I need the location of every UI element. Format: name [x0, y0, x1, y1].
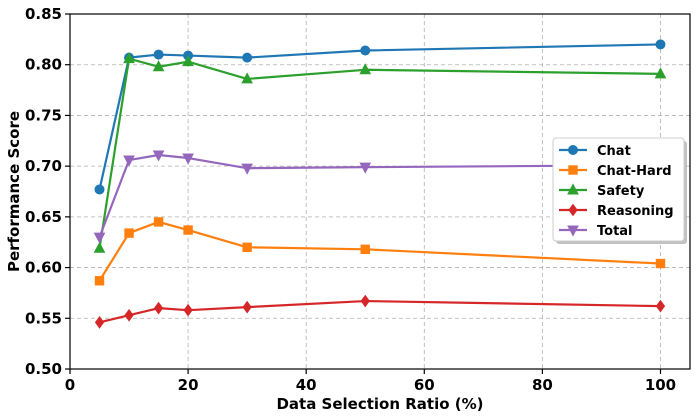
legend-entry-chat: Chat	[559, 144, 631, 159]
data-point-chat-hard	[242, 242, 252, 252]
data-point-safety	[359, 63, 372, 75]
x-tick-label: 60	[414, 376, 435, 394]
x-tick-label: 80	[532, 376, 553, 394]
data-point-safety	[152, 60, 165, 72]
y-tick-label: 0.65	[25, 208, 62, 226]
series-group	[93, 39, 667, 329]
data-point-chat	[242, 52, 253, 63]
data-point-chat-hard	[124, 228, 134, 238]
data-point-total	[241, 163, 253, 175]
legend-entry-chat-hard: Chat-Hard	[559, 164, 672, 179]
data-point-total	[93, 232, 106, 244]
data-point-chat	[94, 184, 105, 195]
data-point-reasoning	[153, 301, 164, 315]
data-point-reasoning	[655, 299, 666, 313]
data-point-total	[182, 153, 194, 165]
x-tick-label: 0	[65, 376, 75, 394]
data-point-safety	[123, 52, 135, 64]
data-point-reasoning	[183, 303, 193, 317]
data-point-total	[359, 162, 372, 174]
data-point-chat-hard	[360, 244, 370, 255]
data-point-safety	[182, 55, 194, 67]
data-point-chat-hard	[94, 276, 105, 286]
axes: 0 20 40 60 80 100 0.50 0.55 0.60 0.65 0.70 0.75 0.80…	[25, 5, 676, 394]
series-line-reasoning	[99, 299, 661, 324]
x-axis-title: Data Selection Ratio (%)	[276, 395, 483, 413]
legend-marker-safety	[567, 183, 579, 195]
data-point-safety	[654, 67, 667, 79]
x-tick-label: 40	[296, 376, 317, 394]
legend-marker-chat-hard	[568, 165, 578, 175]
legend-entry-total: Total	[559, 224, 633, 239]
data-point-reasoning	[360, 294, 370, 308]
plot-frame	[69, 13, 691, 370]
legend-label-reasoning: Reasoning	[597, 204, 674, 219]
data-point-chat-hard	[153, 217, 164, 227]
legend: Chat Chat-Hard Safety Reasoning Total	[552, 137, 687, 244]
data-point-reasoning	[242, 300, 252, 314]
legend-label-chat: Chat	[597, 144, 631, 159]
data-point-safety	[241, 72, 253, 84]
series-chat-hard	[94, 217, 666, 286]
legend-marker-reasoning	[568, 203, 578, 217]
y-tick-label: 0.85	[25, 5, 62, 23]
data-point-chat	[153, 49, 164, 60]
y-tick-label: 0.50	[25, 360, 62, 378]
data-point-chat	[360, 45, 371, 56]
y-tick-label: 0.60	[25, 259, 62, 277]
data-point-safety	[93, 241, 106, 253]
legend-marker-total	[567, 225, 579, 237]
data-point-reasoning	[124, 308, 134, 322]
series-safety	[93, 52, 667, 253]
y-axis-title: Performance Score	[5, 111, 23, 272]
series-reasoning	[94, 294, 666, 329]
data-point-chat-hard	[655, 258, 666, 269]
data-point-chat	[655, 39, 666, 50]
data-point-chat-hard	[183, 225, 193, 235]
y-tick-label: 0.75	[25, 106, 62, 124]
legend-entry-reasoning: Reasoning	[559, 203, 674, 219]
legend-marker-chat	[568, 145, 578, 155]
y-tick-label: 0.55	[25, 309, 62, 327]
legend-label-total: Total	[597, 224, 633, 239]
y-tick-label: 0.70	[25, 157, 62, 175]
y-tick-label: 0.80	[25, 56, 62, 74]
data-point-total	[123, 155, 135, 167]
x-tick-label: 100	[645, 376, 676, 394]
data-point-reasoning	[94, 315, 105, 329]
legend-label-chat-hard: Chat-Hard	[597, 164, 672, 179]
data-point-total	[152, 150, 165, 162]
legend-box	[552, 137, 685, 242]
x-tick-label: 20	[178, 376, 199, 394]
legend-label-safety: Safety	[597, 184, 645, 199]
legend-entry-safety: Safety	[559, 183, 645, 199]
